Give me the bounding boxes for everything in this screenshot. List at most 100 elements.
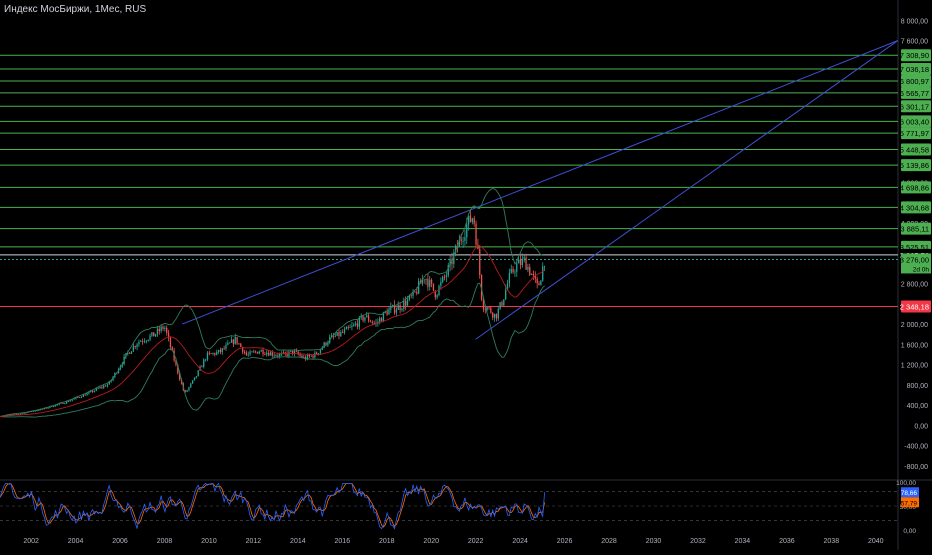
candle-body bbox=[67, 401, 70, 403]
trendline bbox=[475, 40, 899, 340]
candle-body bbox=[542, 266, 544, 281]
candle-body bbox=[530, 273, 533, 275]
y-tick-label: 8 000,00 bbox=[901, 18, 928, 25]
candle-body bbox=[17, 413, 20, 415]
horizontal-level-label-bg bbox=[901, 181, 931, 194]
x-tick-label: 2020 bbox=[423, 538, 439, 545]
candle-body bbox=[527, 266, 529, 270]
candle-body bbox=[379, 318, 381, 322]
candle-body bbox=[73, 398, 75, 400]
candle-body bbox=[75, 397, 77, 399]
horizontal-levels-layer bbox=[0, 54, 898, 307]
candle-body bbox=[336, 331, 338, 336]
candle-body bbox=[295, 350, 298, 352]
candle-body bbox=[492, 312, 494, 318]
candle-body bbox=[136, 344, 138, 348]
candle-body bbox=[158, 328, 160, 332]
candle-body bbox=[91, 390, 94, 392]
candle-body bbox=[351, 325, 353, 328]
candle-body bbox=[232, 339, 235, 344]
candle-body bbox=[482, 299, 485, 310]
x-tick-label: 2036 bbox=[779, 538, 795, 545]
candle-body bbox=[269, 352, 272, 356]
candle-body bbox=[310, 355, 312, 357]
candle-body bbox=[540, 280, 542, 286]
candle-body bbox=[34, 410, 36, 412]
candle-body bbox=[312, 355, 314, 358]
candle-body bbox=[292, 350, 294, 354]
candle-body bbox=[414, 291, 416, 293]
candle-body bbox=[254, 351, 257, 353]
candle-body bbox=[229, 342, 231, 344]
candle-body bbox=[508, 272, 511, 284]
candle-body bbox=[347, 327, 349, 328]
candle-body bbox=[358, 317, 360, 327]
candle-body bbox=[145, 340, 147, 342]
horizontal-level-label-bg bbox=[901, 201, 931, 214]
candle-body bbox=[16, 413, 18, 415]
candle-body bbox=[290, 350, 292, 352]
candle-body bbox=[104, 385, 107, 387]
y-tick-label: 7 600,00 bbox=[901, 39, 928, 46]
horizontal-level-label: 3 885,11 bbox=[900, 225, 929, 234]
candle-body bbox=[460, 239, 462, 242]
candle-body bbox=[395, 309, 398, 313]
horizontal-level-label: 4 698,86 bbox=[900, 183, 929, 192]
candle-body bbox=[38, 410, 40, 411]
stoch-value-label-bg bbox=[901, 487, 919, 498]
candle-body bbox=[169, 337, 172, 348]
price-layer bbox=[0, 188, 546, 418]
x-tick-label: 2018 bbox=[379, 538, 395, 545]
candle-body bbox=[442, 276, 444, 282]
candle-body bbox=[188, 386, 190, 391]
horizontal-level-label: 3 525,51 bbox=[900, 243, 929, 252]
x-tick-label: 2024 bbox=[512, 538, 528, 545]
x-tick-label: 2012 bbox=[246, 538, 262, 545]
candle-body bbox=[19, 413, 22, 415]
candle-body bbox=[166, 327, 168, 333]
candle-body bbox=[203, 359, 205, 367]
candle-body bbox=[438, 285, 440, 296]
candle-body bbox=[521, 258, 523, 266]
candle-body bbox=[260, 349, 262, 352]
candle-body bbox=[80, 397, 83, 398]
candle-body bbox=[97, 388, 99, 390]
candle-body bbox=[393, 304, 396, 313]
candle-body bbox=[330, 335, 333, 338]
candle-body bbox=[84, 394, 86, 396]
candle-body bbox=[340, 332, 342, 337]
candle-body bbox=[466, 224, 468, 238]
candle-body bbox=[380, 318, 383, 322]
candle-body bbox=[464, 237, 466, 241]
candle-body bbox=[58, 403, 60, 405]
candle-body bbox=[497, 308, 499, 319]
x-tick-label: 2016 bbox=[335, 538, 351, 545]
candle-body bbox=[151, 332, 153, 336]
time-axis[interactable]: 2002 2004 2006 2008 2010 2012 2014 2016 2018 2020… bbox=[23, 538, 883, 545]
candle-body bbox=[36, 410, 38, 412]
y-tick-label: 2 000,00 bbox=[901, 322, 928, 329]
price-axis[interactable]: 8 000,007 600,004 800,004 000,003 600,00… bbox=[900, 18, 931, 471]
y-tick-label: 800,00 bbox=[907, 383, 929, 390]
candle-body bbox=[204, 359, 207, 361]
candle-body bbox=[299, 354, 301, 356]
candle-body bbox=[338, 331, 340, 337]
candle-body bbox=[191, 380, 194, 384]
candle-body bbox=[362, 315, 364, 321]
candle-body bbox=[488, 307, 490, 309]
candle-body bbox=[186, 390, 188, 392]
horizontal-level-label: 6 003,40 bbox=[900, 117, 929, 126]
candle-body bbox=[154, 334, 157, 337]
candle-body bbox=[240, 343, 242, 347]
candle-body bbox=[401, 308, 403, 311]
candle-body bbox=[129, 352, 131, 354]
candle-body bbox=[130, 351, 133, 354]
support-level-label-bg bbox=[901, 300, 931, 313]
candle-body bbox=[234, 337, 236, 344]
candle-body bbox=[101, 387, 103, 388]
candle-body bbox=[353, 324, 355, 326]
candle-body bbox=[49, 406, 51, 408]
horizontal-level-label: 4 304,68 bbox=[900, 203, 929, 212]
candle-body bbox=[427, 279, 429, 287]
